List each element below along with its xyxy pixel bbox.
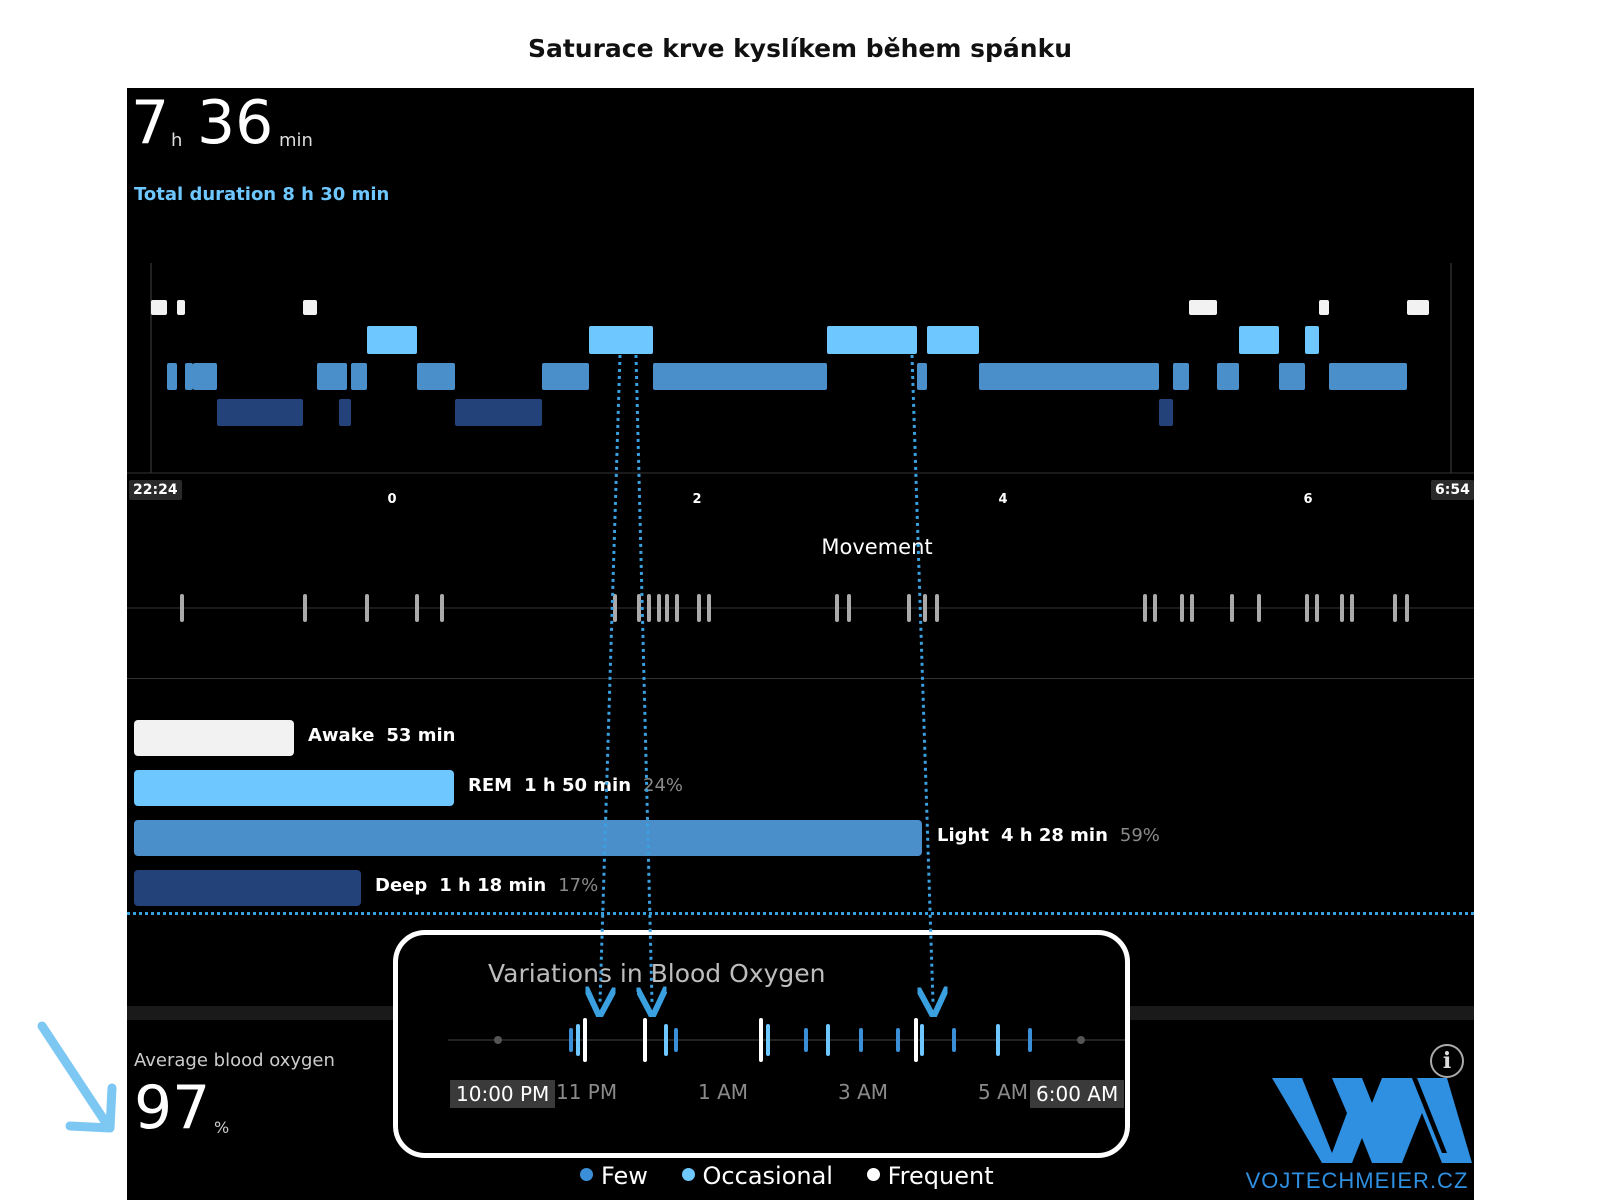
hypnogram-end-time: 6:54 (1431, 480, 1474, 500)
hypnogram-segment-deep (1159, 399, 1173, 426)
movement-chart (127, 594, 1474, 622)
variations-title: Variations in Blood Oxygen (488, 959, 826, 988)
legend-frequent-label: Frequent (887, 1162, 994, 1190)
hypnogram-segment-deep (339, 399, 351, 426)
hypnogram-segment-light (185, 363, 193, 390)
hypnogram-segment-deep (217, 399, 303, 426)
hypnogram-segment-rem (927, 326, 979, 354)
hypnogram-segment-awake (177, 300, 185, 315)
sleep-hours-unit: h (171, 130, 183, 151)
page-title: Saturace krve kyslíkem během spánku (527, 34, 1073, 63)
hypnogram-segment-light (1173, 363, 1189, 390)
variations-chart (448, 1018, 1125, 1062)
awake-label: Awake 53 min (308, 725, 455, 746)
avg-blood-oxygen-unit: % (214, 1118, 230, 1137)
legend-occasional: Occasional (681, 1162, 833, 1190)
deep-bar (134, 870, 361, 906)
deep-percent: 17% (558, 875, 599, 896)
awake-duration: 53 min (386, 725, 456, 746)
deep-duration: 1 h 18 min (439, 875, 547, 896)
hypnogram-segment-awake (151, 300, 167, 315)
rem-label: REM 1 h 50 min 24% (468, 775, 683, 796)
movement-divider (127, 678, 1474, 679)
hypnogram-segment-light (917, 363, 927, 390)
sleep-hours: 7 (131, 88, 170, 158)
variations-start-marker (494, 1036, 502, 1044)
light-duration: 4 h 28 min (1000, 825, 1108, 846)
hypnogram-segment-light (193, 363, 217, 390)
deep-name: Deep (375, 875, 428, 896)
sleep-minutes: 36 (197, 88, 274, 158)
time-label-10pm: 10:00 PM (450, 1080, 556, 1108)
hypnogram-segment-awake (1319, 300, 1329, 315)
annotation-divider (127, 912, 1474, 915)
hypnogram-segment-awake (1189, 300, 1217, 315)
hypnogram-start-time: 22:24 (129, 480, 182, 500)
avg-blood-oxygen-label: Average blood oxygen (134, 1050, 335, 1071)
axis-label-0: 0 (387, 492, 397, 507)
time-label-1am: 1 AM (698, 1080, 749, 1104)
sleep-minutes-unit: min (279, 130, 313, 151)
hypnogram-segment-rem (1239, 326, 1279, 354)
hypnogram-segment-light (317, 363, 347, 390)
hypnogram-segment-rem (367, 326, 417, 354)
info-icon[interactable]: i (1430, 1044, 1464, 1078)
big-arrow (37, 1021, 117, 1133)
total-duration: Total duration 8 h 30 min (134, 184, 390, 205)
rem-bar (134, 770, 454, 806)
time-label-5am: 5 AM (978, 1080, 1029, 1104)
legend-few-label: Few (601, 1162, 648, 1190)
hypnogram-segment-awake (303, 300, 317, 315)
hypnogram-segment-awake (1407, 300, 1429, 315)
hypnogram-segment-light (542, 363, 589, 390)
rem-percent: 24% (643, 775, 684, 796)
hypnogram-segment-rem (1305, 326, 1319, 354)
rem-name: REM (468, 775, 513, 796)
legend-occasional-dot (681, 1167, 695, 1181)
hypnogram-chart (127, 263, 1474, 474)
hypnogram-segment-light (1329, 363, 1407, 390)
dark-strip-left (127, 1006, 447, 1020)
hypnogram-segment-light (1279, 363, 1305, 390)
movement-title: Movement (821, 535, 933, 559)
awake-bar (134, 720, 294, 756)
hypnogram-segment-light (653, 363, 827, 390)
variations-legend: Few Occasional Frequent (580, 1162, 1020, 1190)
hypnogram-segment-rem (827, 326, 917, 354)
dark-strip-right (1127, 1006, 1474, 1020)
variations-box: Variations in Blood Oxygen 10:00 PM 11 P… (393, 930, 1130, 1158)
legend-frequent-dot (866, 1167, 880, 1181)
hypnogram-segment-rem (589, 326, 653, 354)
legend-few-dot (580, 1167, 593, 1181)
legend-frequent: Frequent (866, 1162, 994, 1190)
hypnogram-segment-light (167, 363, 177, 390)
hypnogram-segment-deep (455, 399, 542, 426)
light-percent: 59% (1119, 825, 1160, 846)
deep-label: Deep 1 h 18 min 17% (375, 875, 598, 896)
time-label-6am: 6:00 AM (1030, 1080, 1125, 1108)
hypnogram-segment-light (979, 363, 1159, 390)
light-label: Light 4 h 28 min 59% (937, 825, 1160, 846)
vm-logo (1272, 1078, 1472, 1163)
legend-few: Few (580, 1162, 648, 1190)
logo-caption: VOJTECHMEIER.CZ (1245, 1168, 1469, 1193)
hypnogram-segment-light (351, 363, 367, 390)
hypnogram-segment-light (1217, 363, 1239, 390)
axis-label-2: 2 (692, 492, 702, 507)
hypnogram-segment-light (417, 363, 455, 390)
variations-end-marker (1077, 1036, 1085, 1044)
time-label-3am: 3 AM (838, 1080, 889, 1104)
time-label-11pm: 11 PM (556, 1080, 618, 1104)
light-bar (134, 820, 922, 856)
awake-name: Awake (308, 725, 375, 746)
axis-label-6: 6 (1303, 492, 1313, 507)
axis-label-4: 4 (998, 492, 1008, 507)
rem-duration: 1 h 50 min (524, 775, 632, 796)
light-name: Light (937, 825, 989, 846)
avg-blood-oxygen-value: 97 (134, 1073, 211, 1143)
legend-occasional-label: Occasional (702, 1162, 833, 1190)
